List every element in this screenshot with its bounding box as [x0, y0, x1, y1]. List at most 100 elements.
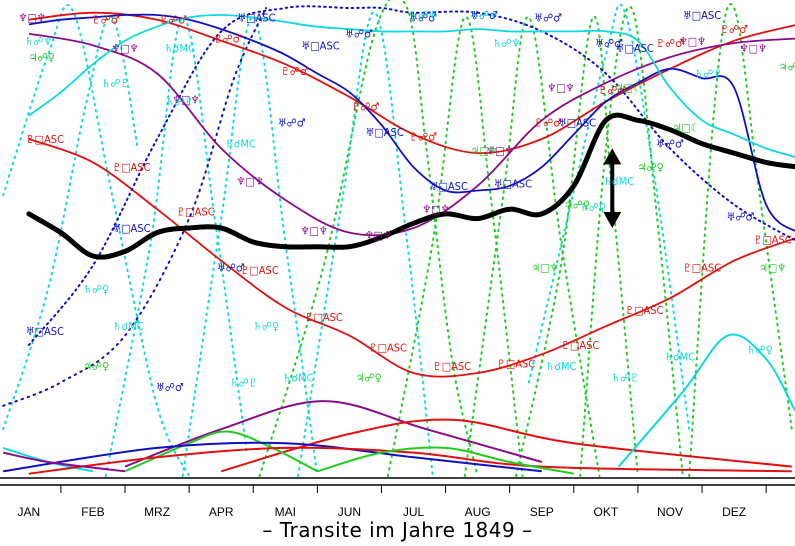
- aspect-label: ♃☍♀: [83, 360, 109, 373]
- aspect-label: ♅□ASC: [430, 180, 468, 193]
- aspect-label: ♆□♆: [547, 82, 574, 95]
- x-tick-label: JAN: [18, 505, 41, 519]
- aspect-label: ♅☍♂: [727, 210, 755, 223]
- aspect-label: ♃□♆: [470, 145, 497, 158]
- aspect-label: ♇□ASC: [433, 360, 471, 373]
- dotted-arc: [181, 16, 319, 477]
- aspect-label: ♆□♆: [487, 145, 514, 158]
- series-line-2: [28, 32, 795, 237]
- aspect-label: ♄☍♇: [102, 77, 130, 90]
- aspect-label: ♄☍♀: [253, 320, 279, 333]
- aspect-label: ♄☍♇: [166, 96, 194, 109]
- x-tick-label: MAI: [275, 505, 296, 519]
- baseline-curve: [617, 333, 795, 468]
- aspect-label: ♇☍♂: [281, 65, 309, 78]
- series-line-3: [28, 13, 795, 232]
- aspect-label: ♅□ASC: [683, 9, 721, 22]
- x-tick-label: JUL: [403, 505, 425, 519]
- aspect-label: ♇□ASC: [369, 341, 407, 354]
- x-tick-label: SEP: [530, 505, 554, 519]
- dotted-arc: [386, 16, 524, 477]
- aspect-label: ♄☍♇: [230, 376, 258, 389]
- series-line-1: [28, 138, 795, 378]
- series-line-5: [28, 14, 795, 158]
- aspect-label: ♅□ASC: [366, 126, 404, 139]
- aspect-label: ♅☍♂: [470, 9, 498, 22]
- aspect-label: ♃☍♀: [638, 161, 664, 174]
- aspect-label: ♅☍♂: [656, 138, 684, 151]
- aspect-label: ♇☍♂: [159, 14, 187, 27]
- aspect-label: ♄☍♀: [580, 201, 606, 214]
- x-tick-label: MRZ: [144, 505, 170, 519]
- aspect-label: ♄☌MC: [164, 42, 195, 55]
- aspect-label: ♃□♆: [759, 262, 786, 275]
- x-tick-label: FEB: [81, 505, 104, 519]
- aspect-label: ♇☍♂: [92, 14, 120, 27]
- aspect-label: ♆□♆: [19, 11, 46, 24]
- aspect-label: ♃□♆: [531, 262, 558, 275]
- aspect-label: ♆□♆: [740, 42, 767, 55]
- aspect-label: ♄☌MC: [603, 175, 634, 188]
- aspect-label: ♅□ASC: [26, 325, 64, 338]
- aspect-label: ♄☍♆: [409, 9, 437, 22]
- aspect-label: ♆□♆: [111, 42, 138, 55]
- aspect-label: ♅□ASC: [301, 39, 339, 52]
- aspect-label: ♅□ASC: [494, 178, 532, 191]
- baseline-curve: [317, 446, 574, 475]
- aspect-label: ♅☍♂: [278, 117, 306, 130]
- aspect-label: ♄☍♀: [83, 283, 109, 296]
- aspect-label: ♇□ASC: [497, 358, 535, 371]
- aspect-label: ♇☍♂: [409, 131, 437, 144]
- aspect-label: ♅☍♂: [534, 11, 562, 24]
- dotted-arc: [258, 0, 479, 477]
- aspect-label: ♆□♆: [172, 93, 199, 106]
- series-line-4: [27, 5, 795, 346]
- aspect-label: ♄☍♀: [747, 344, 773, 357]
- dotted-arc: [515, 15, 639, 477]
- aspect-label: ♇□ASC: [753, 234, 791, 247]
- aspect-label: ♆□♆: [301, 224, 328, 237]
- aspect-label: ♄☍♇: [611, 372, 639, 385]
- aspect-label: ♅☍♂: [409, 11, 437, 24]
- aspect-label: ♇□ASC: [176, 206, 214, 219]
- aspect-label: ♇□ASC: [683, 262, 721, 275]
- aspect-label: ♄☌MC: [664, 351, 695, 364]
- baseline-curve: [3, 441, 542, 473]
- x-tick-label: APR: [209, 505, 234, 519]
- dotted-arc: [104, 16, 248, 477]
- dotted-arc: [463, 16, 601, 477]
- x-tick-label: NOV: [657, 505, 683, 519]
- dotted-arc: [2, 15, 139, 431]
- aspect-label: ♅□ASC: [558, 117, 596, 130]
- aspect-label: ♃☍♀: [356, 372, 382, 385]
- x-tick-label: DEZ: [722, 505, 746, 519]
- aspect-label: ♄☍♇: [695, 68, 723, 81]
- aspect-label: ♄☍♆: [25, 35, 53, 48]
- baseline-curve: [220, 418, 792, 473]
- aspect-label: ♇□ASC: [241, 264, 279, 277]
- aspect-label: ♄☍♆: [493, 37, 521, 50]
- dotted-arc: [2, 4, 191, 477]
- aspect-label: ♆□♆: [236, 175, 263, 188]
- aspect-label: ♅☍♂: [217, 262, 245, 275]
- x-tick-label: AUG: [465, 505, 491, 519]
- aspect-label: ♄☌MC: [283, 372, 314, 385]
- baseline-curve: [124, 400, 543, 468]
- aspect-label: ♄☌MC: [225, 138, 256, 151]
- aspect-label: ♃□☾: [672, 121, 699, 134]
- aspect-label: ♆□♆: [679, 35, 706, 48]
- range-arrow-head-down: [603, 211, 622, 228]
- aspect-label: ♃☍♀: [779, 61, 795, 74]
- aspect-label: ♄☌MC: [113, 320, 144, 333]
- aspect-label: ♇□ASC: [26, 133, 64, 146]
- aspect-label: ♅☍♂: [345, 28, 373, 41]
- aspect-label: ♅☍♂: [156, 381, 184, 394]
- aspect-label: ♇☍♂: [720, 23, 748, 36]
- range-arrow-head-up: [603, 148, 622, 165]
- aspect-label: ♅□ASC: [237, 11, 275, 24]
- baseline-curve: [28, 446, 792, 475]
- aspect-label: ♇☍♂: [352, 100, 380, 113]
- aspect-label: ♃☍♀: [564, 199, 590, 212]
- dotted-arc: [579, 5, 684, 477]
